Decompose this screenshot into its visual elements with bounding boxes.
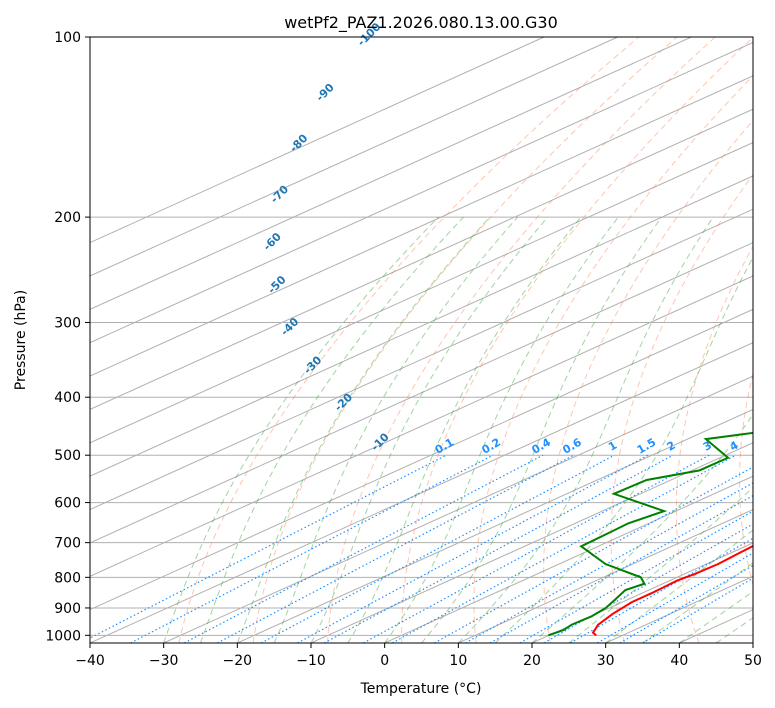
mixing-ratio-line: [323, 454, 674, 643]
moist-adiabat-line: [163, 216, 439, 643]
moist-adiabat-line: [236, 216, 491, 643]
y-axis-label: Pressure (hPa): [13, 290, 29, 390]
isotherm-line: [458, 508, 753, 643]
isotherm-line: [237, 408, 753, 643]
x-tick-label: 50: [744, 653, 762, 669]
x-tick-label: 20: [523, 653, 541, 669]
y-tick-label: 900: [54, 601, 81, 617]
tick-layer: −40 −30 −20 −10 0 10 20 30 40 50 100 200 300 400 500 60…: [45, 30, 762, 669]
isotherm-line: [90, 75, 753, 377]
moist-adiabat-line: [421, 216, 663, 643]
x-tick-label: 0: [380, 653, 389, 669]
moist-adiabat-line: [642, 562, 753, 643]
mixing-ratio-line: [465, 482, 753, 643]
y-tick-label: 800: [54, 570, 81, 586]
mixing-ratio-line: [260, 454, 615, 643]
y-tick-label: 100: [54, 30, 81, 46]
x-tick-label: 40: [670, 653, 688, 669]
dry-adiabat-line: [675, 245, 753, 643]
chart-title: wetPf2_PAZ1.2026.080.13.00.G30: [284, 13, 558, 33]
y-tick-label: 300: [54, 315, 81, 331]
plot-frame: [89, 36, 754, 644]
isotherm-line: [90, 108, 753, 410]
isotherm-line: [310, 442, 753, 643]
dry-adiabat-line: [178, 37, 640, 643]
moist-adiabat-line: [310, 216, 549, 643]
isotherm-line: [90, 208, 753, 511]
isotherm-line: [90, 37, 618, 277]
trace-layer: [547, 431, 753, 637]
mixing-ratio-line: [363, 454, 710, 643]
isotherm-line: [90, 175, 753, 477]
isotherm-line: [90, 37, 545, 244]
dry-adiabat-line: [610, 173, 753, 643]
moist-adiabat-line: [457, 216, 714, 643]
x-tick-label: 10: [449, 653, 467, 669]
x-tick-label: 30: [597, 653, 615, 669]
dry-adiabat-line: [326, 37, 716, 643]
x-tick-label: −40: [75, 653, 105, 669]
x-tick-label: −20: [223, 653, 253, 669]
x-tick-label: −30: [149, 653, 179, 669]
mixing-ratio-line: [217, 454, 575, 643]
moist-adiabat-line: [273, 216, 518, 643]
isotherm-line: [90, 141, 753, 444]
mixing-ratio-line: [434, 466, 753, 643]
moist-adiabat-line: [679, 590, 753, 643]
mixing-ratio-line: [90, 454, 447, 639]
dry-adiabat-line: [739, 371, 753, 587]
moist-adiabat-line: [494, 256, 753, 643]
dry-adiabat-line: [543, 119, 753, 643]
isotherm-line: [90, 275, 753, 577]
isotherm-line: [384, 475, 753, 643]
isotherm-line: [90, 41, 753, 344]
moist-adiabat-line: [605, 529, 753, 643]
dry-adiabat-line: [401, 37, 753, 643]
isotherm-line: [90, 308, 753, 611]
plot-area: [90, 37, 753, 643]
mixing-ratio-line: [391, 454, 737, 643]
mixing-ratio-line: [183, 454, 544, 643]
y-tick-label: 1000: [45, 628, 81, 644]
y-tick-label: 500: [54, 448, 81, 464]
y-tick-label: 700: [54, 536, 81, 552]
mixing-ratio-line: [570, 537, 753, 643]
dry-adiabat-line: [473, 75, 753, 643]
x-axis-label: Temperature (°C): [360, 681, 482, 697]
y-tick-label: 400: [54, 390, 81, 406]
moist-adiabat-line: [200, 216, 464, 643]
dewpoint-trace: [547, 431, 753, 637]
y-tick-label: 200: [54, 210, 81, 226]
temperature-trace: [591, 544, 753, 637]
isotherm-line: [163, 375, 753, 643]
isotherm-line: [90, 342, 753, 643]
x-tick-label: −10: [296, 653, 326, 669]
dry-adiabat-line: [252, 37, 678, 643]
moist-adiabat-line: [347, 216, 582, 643]
isotherm-line: [90, 242, 753, 544]
isotherm-line: [90, 37, 692, 310]
moist-adiabat-line: [384, 216, 619, 643]
y-tick-label: 600: [54, 496, 81, 512]
grid-layer: [90, 37, 753, 643]
